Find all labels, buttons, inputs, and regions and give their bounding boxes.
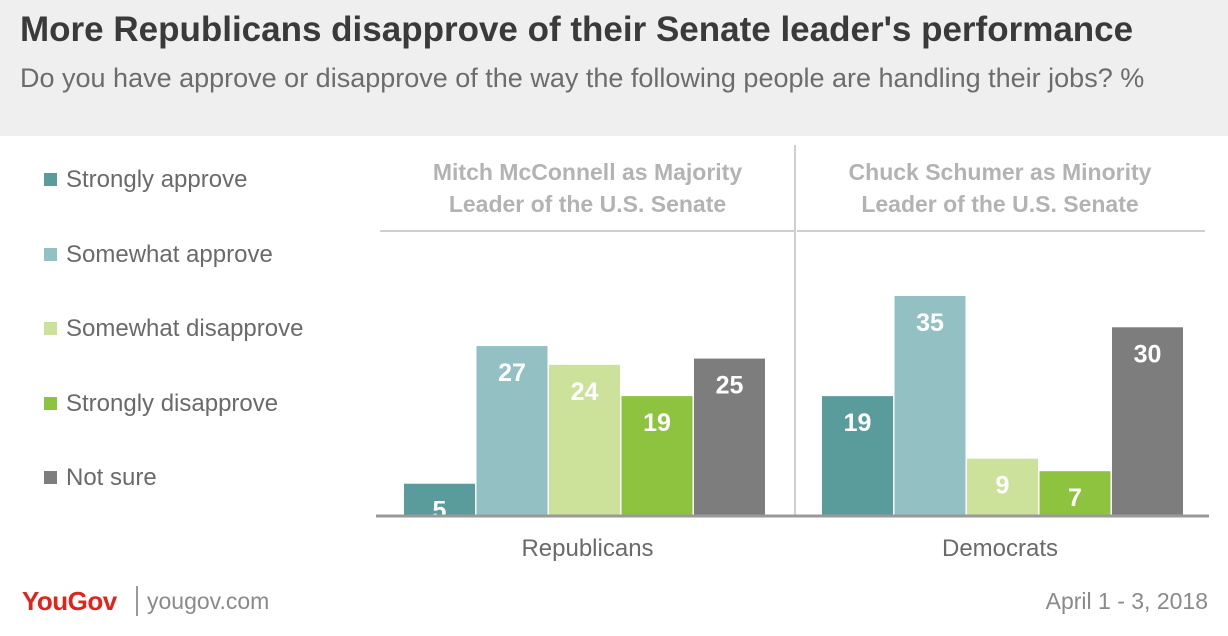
legend-swatch [44, 471, 57, 484]
legend-label: Somewhat approve [66, 241, 273, 268]
legend-item-somewhat-approve: Somewhat approve [44, 240, 273, 270]
bar [694, 358, 765, 515]
category-label: Democrats [942, 535, 1058, 562]
bar [1039, 471, 1111, 515]
bar [1112, 327, 1183, 515]
legend-item-strongly-approve: Strongly approve [44, 165, 247, 195]
bar-value-label: 27 [498, 359, 526, 387]
bar [549, 364, 620, 515]
panel-title-line: Leader of the U.S. Senate [861, 191, 1138, 217]
footer-divider [136, 586, 138, 616]
bar-value-label: 24 [571, 378, 599, 406]
legend-swatch [44, 397, 57, 410]
bar [967, 458, 1038, 515]
bar-value-label: 9 [996, 472, 1010, 500]
bar-value-label: 30 [1134, 340, 1162, 368]
panel-title-line: Mitch McConnell as Majority [433, 159, 742, 185]
bar-value-label: 5 [433, 497, 447, 525]
legend-label: Strongly approve [66, 166, 248, 193]
chart-subtitle: Do you have approve or disapprove of the… [20, 63, 1145, 93]
bar [621, 396, 693, 515]
bar [476, 346, 548, 515]
legend-item-strongly-disapprove: Strongly disapprove [44, 389, 278, 419]
panel-title-line: Chuck Schumer as Minority [849, 159, 1152, 185]
chart-title: More Republicans disapprove of their Sen… [20, 10, 1134, 49]
yougov-logo: YouGov [22, 586, 117, 616]
legend-label: Not sure [66, 464, 157, 491]
legend-item-not-sure: Not sure [44, 463, 157, 493]
survey-date: April 1 - 3, 2018 [1045, 588, 1208, 614]
legend-swatch [44, 248, 57, 261]
bar-value-label: 35 [916, 309, 944, 337]
legend-swatch [44, 322, 57, 335]
bar-value-label: 7 [1068, 484, 1082, 512]
bar-value-label: 25 [716, 372, 744, 400]
bar [894, 296, 966, 515]
bar [404, 483, 475, 515]
bar [822, 396, 893, 515]
category-label: Republicans [521, 535, 653, 562]
legend-label: Somewhat disapprove [66, 315, 304, 342]
legend-swatch [44, 173, 57, 186]
legend-label: Strongly disapprove [66, 390, 279, 417]
bar-value-label: 19 [643, 409, 671, 437]
panel-title-line: Leader of the U.S. Senate [449, 191, 726, 217]
footer-url: yougov.com [147, 588, 270, 614]
bar-value-label: 19 [844, 409, 872, 437]
header-band: More Republicans disapprove of their Sen… [0, 0, 1228, 136]
legend-item-somewhat-disapprove: Somewhat disapprove [44, 314, 303, 344]
